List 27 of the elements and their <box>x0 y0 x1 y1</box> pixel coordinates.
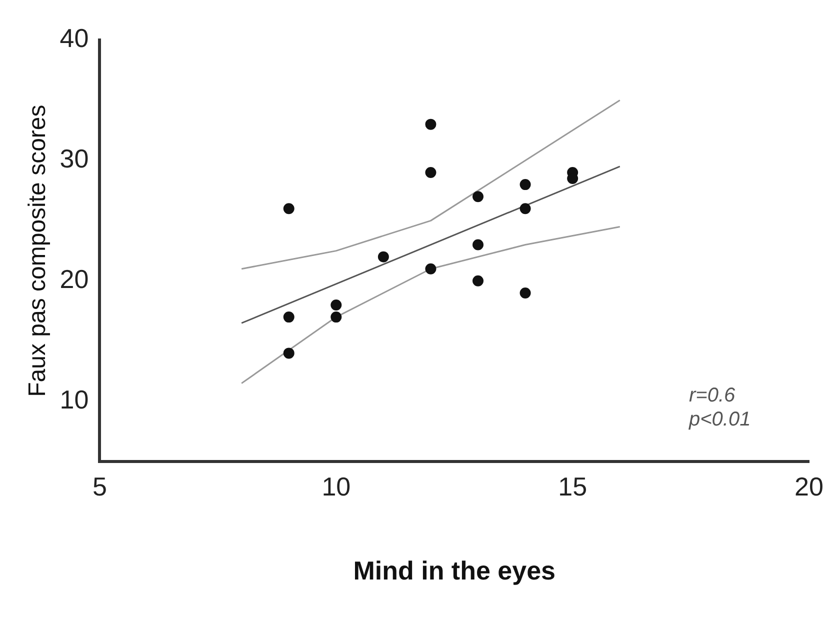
x-tick-label: 15 <box>558 471 588 502</box>
point <box>472 239 484 250</box>
annotation: r=0.6 <box>689 384 736 407</box>
y-tick-label: 20 <box>60 264 89 294</box>
y-tick-label: 30 <box>60 144 89 174</box>
point <box>330 312 342 323</box>
point <box>378 251 389 262</box>
point <box>425 167 436 178</box>
point <box>283 312 294 323</box>
point <box>520 203 531 214</box>
annotation: p<0.01 <box>688 408 751 431</box>
point <box>283 203 294 214</box>
y-axis-title: Faux pas composite scores <box>24 104 52 397</box>
y-tick-label: 40 <box>60 23 89 54</box>
point <box>330 300 342 311</box>
y-tick-label: 10 <box>60 384 89 415</box>
x-tick-label: 10 <box>322 471 351 502</box>
x-tick-label: 5 <box>92 471 107 502</box>
point <box>425 118 436 130</box>
point <box>283 348 294 359</box>
point <box>472 191 484 202</box>
x-tick-label: 20 <box>794 471 824 502</box>
point <box>520 179 531 190</box>
point <box>520 287 531 298</box>
point <box>425 263 436 274</box>
point <box>472 275 484 286</box>
x-axis-title: Mind in the eyes <box>353 556 556 586</box>
